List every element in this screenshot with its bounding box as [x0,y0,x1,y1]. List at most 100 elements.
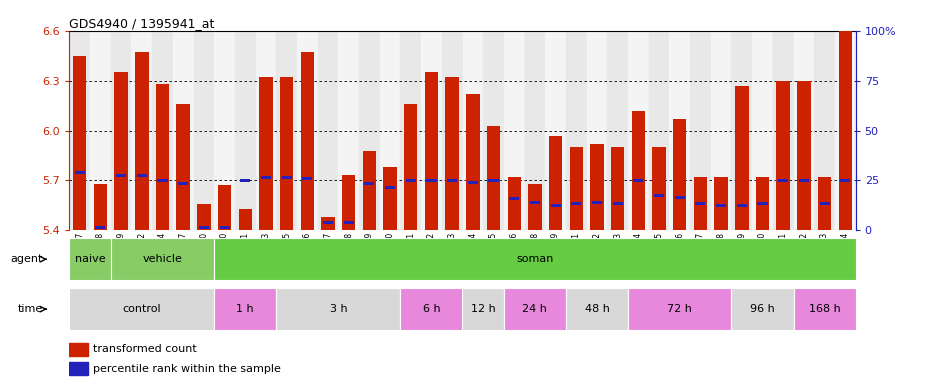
Bar [259,77,273,230]
Bar [524,31,545,230]
Text: GDS4940 / 1395941_at: GDS4940 / 1395941_at [69,17,215,30]
Text: transformed count: transformed count [93,344,197,354]
Text: percentile rank within the sample: percentile rank within the sample [93,364,281,374]
Bar [732,31,752,230]
Bar [426,179,437,182]
Bar [528,184,542,230]
Bar [155,84,169,230]
Bar [610,147,624,230]
Bar [446,77,459,230]
Bar [674,195,684,199]
Text: 6 h: 6 h [423,304,440,314]
Bar [69,288,215,330]
Bar [235,31,255,230]
Bar [549,136,562,230]
Bar [632,111,645,230]
Bar [586,31,608,230]
Bar [215,288,277,330]
Bar [177,104,190,230]
Bar [255,31,277,230]
Bar [462,31,483,230]
Bar [608,31,628,230]
Bar [297,31,317,230]
Bar [797,81,810,230]
Bar [401,288,462,330]
Bar [504,31,524,230]
Bar [714,177,728,230]
Bar [690,31,710,230]
Bar [404,104,417,230]
Text: 48 h: 48 h [585,304,610,314]
Bar [69,362,88,375]
Bar [261,175,271,179]
Bar [401,31,421,230]
Bar [732,288,794,330]
Bar [799,179,809,182]
Bar [199,225,209,228]
Bar [302,177,313,180]
Bar [217,185,231,230]
Bar [193,31,215,230]
Bar [301,52,314,230]
Bar [572,202,581,205]
Bar [116,174,126,177]
Bar [794,288,856,330]
Bar [137,174,147,177]
Bar [215,31,235,230]
Bar [152,31,173,230]
Bar [737,204,746,207]
Bar [628,288,732,330]
Bar [90,31,111,230]
Bar [385,185,395,189]
Text: vehicle: vehicle [142,254,182,264]
Bar [75,170,85,174]
Bar [173,31,193,230]
Bar [652,147,666,230]
Bar [321,217,335,230]
Bar [111,238,215,280]
Bar [383,167,397,230]
Bar [281,175,291,179]
Bar [696,202,706,205]
Bar [421,31,442,230]
Bar [814,31,835,230]
Text: 72 h: 72 h [667,304,692,314]
Bar [504,288,566,330]
Bar [839,31,852,230]
Text: 1 h: 1 h [237,304,254,314]
Bar [820,202,830,205]
Bar [466,94,479,230]
Bar [752,31,773,230]
Text: 12 h: 12 h [471,304,496,314]
Bar [716,204,726,207]
Bar [566,288,628,330]
Bar [488,179,499,182]
Bar [323,220,333,223]
Bar [634,179,644,182]
Bar [550,204,561,207]
Bar [406,179,416,182]
Bar [69,343,88,356]
Bar [111,31,131,230]
Bar [425,72,438,230]
Bar [69,238,111,280]
Bar [673,119,686,230]
Bar [135,52,149,230]
Bar [818,177,832,230]
Bar [530,200,540,204]
Bar [219,225,229,228]
Bar [508,177,521,230]
Bar [280,77,293,230]
Bar [773,31,794,230]
Bar [566,31,586,230]
Bar [778,179,788,182]
Bar [364,182,375,185]
Bar [277,288,401,330]
Bar [277,31,297,230]
Text: 3 h: 3 h [329,304,347,314]
Bar [670,31,690,230]
Bar [794,31,814,230]
Bar [570,147,583,230]
Bar [509,197,519,200]
Bar [380,31,401,230]
